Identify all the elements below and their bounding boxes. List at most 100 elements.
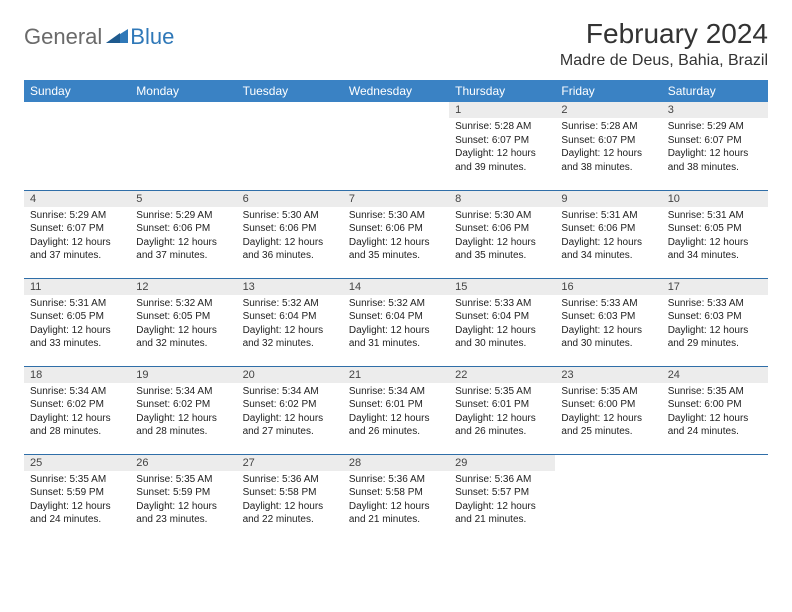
day-cell: 25Sunrise: 5:35 AMSunset: 5:59 PMDayligh…	[24, 454, 130, 542]
day-details: Sunrise: 5:34 AMSunset: 6:01 PMDaylight:…	[343, 383, 449, 443]
month-title: February 2024	[560, 18, 768, 50]
day-details: Sunrise: 5:34 AMSunset: 6:02 PMDaylight:…	[237, 383, 343, 443]
day-details: Sunrise: 5:35 AMSunset: 5:59 PMDaylight:…	[24, 471, 130, 531]
day-cell: 1Sunrise: 5:28 AMSunset: 6:07 PMDaylight…	[449, 102, 555, 190]
day-number: 27	[237, 455, 343, 471]
weekday-header: Friday	[555, 80, 661, 102]
weekday-header: Thursday	[449, 80, 555, 102]
day-number: 10	[662, 191, 768, 207]
day-number: 16	[555, 279, 661, 295]
day-details: Sunrise: 5:28 AMSunset: 6:07 PMDaylight:…	[555, 118, 661, 178]
day-cell: 27Sunrise: 5:36 AMSunset: 5:58 PMDayligh…	[237, 454, 343, 542]
day-cell: 4Sunrise: 5:29 AMSunset: 6:07 PMDaylight…	[24, 190, 130, 278]
day-number: 25	[24, 455, 130, 471]
day-cell: 9Sunrise: 5:31 AMSunset: 6:06 PMDaylight…	[555, 190, 661, 278]
day-cell: 23Sunrise: 5:35 AMSunset: 6:00 PMDayligh…	[555, 366, 661, 454]
day-details: Sunrise: 5:33 AMSunset: 6:03 PMDaylight:…	[555, 295, 661, 355]
day-cell	[343, 102, 449, 190]
header: General Blue February 2024 Madre de Deus…	[24, 18, 768, 70]
day-number: 15	[449, 279, 555, 295]
day-number: 8	[449, 191, 555, 207]
day-number: 13	[237, 279, 343, 295]
day-number: 6	[237, 191, 343, 207]
day-cell: 16Sunrise: 5:33 AMSunset: 6:03 PMDayligh…	[555, 278, 661, 366]
logo-text-general: General	[24, 24, 102, 50]
day-number: 11	[24, 279, 130, 295]
day-cell	[237, 102, 343, 190]
day-cell	[130, 102, 236, 190]
day-number: 3	[662, 102, 768, 118]
day-number: 1	[449, 102, 555, 118]
day-details: Sunrise: 5:35 AMSunset: 5:59 PMDaylight:…	[130, 471, 236, 531]
day-cell	[24, 102, 130, 190]
day-number: 19	[130, 367, 236, 383]
day-number: 20	[237, 367, 343, 383]
day-details: Sunrise: 5:35 AMSunset: 6:01 PMDaylight:…	[449, 383, 555, 443]
week-row: 4Sunrise: 5:29 AMSunset: 6:07 PMDaylight…	[24, 190, 768, 278]
day-number: 22	[449, 367, 555, 383]
day-cell: 18Sunrise: 5:34 AMSunset: 6:02 PMDayligh…	[24, 366, 130, 454]
day-cell: 8Sunrise: 5:30 AMSunset: 6:06 PMDaylight…	[449, 190, 555, 278]
day-details: Sunrise: 5:34 AMSunset: 6:02 PMDaylight:…	[130, 383, 236, 443]
day-details: Sunrise: 5:28 AMSunset: 6:07 PMDaylight:…	[449, 118, 555, 178]
day-details: Sunrise: 5:30 AMSunset: 6:06 PMDaylight:…	[449, 207, 555, 267]
day-cell: 21Sunrise: 5:34 AMSunset: 6:01 PMDayligh…	[343, 366, 449, 454]
logo: General Blue	[24, 24, 174, 50]
week-row: 25Sunrise: 5:35 AMSunset: 5:59 PMDayligh…	[24, 454, 768, 542]
day-cell: 5Sunrise: 5:29 AMSunset: 6:06 PMDaylight…	[130, 190, 236, 278]
day-number: 21	[343, 367, 449, 383]
day-details: Sunrise: 5:30 AMSunset: 6:06 PMDaylight:…	[343, 207, 449, 267]
day-cell: 28Sunrise: 5:36 AMSunset: 5:58 PMDayligh…	[343, 454, 449, 542]
day-cell: 10Sunrise: 5:31 AMSunset: 6:05 PMDayligh…	[662, 190, 768, 278]
day-details: Sunrise: 5:35 AMSunset: 6:00 PMDaylight:…	[555, 383, 661, 443]
day-cell: 12Sunrise: 5:32 AMSunset: 6:05 PMDayligh…	[130, 278, 236, 366]
day-details: Sunrise: 5:31 AMSunset: 6:05 PMDaylight:…	[662, 207, 768, 267]
day-details: Sunrise: 5:36 AMSunset: 5:58 PMDaylight:…	[343, 471, 449, 531]
day-cell: 15Sunrise: 5:33 AMSunset: 6:04 PMDayligh…	[449, 278, 555, 366]
day-cell: 19Sunrise: 5:34 AMSunset: 6:02 PMDayligh…	[130, 366, 236, 454]
day-details: Sunrise: 5:29 AMSunset: 6:07 PMDaylight:…	[662, 118, 768, 178]
day-number: 17	[662, 279, 768, 295]
title-block: February 2024 Madre de Deus, Bahia, Braz…	[560, 18, 768, 70]
calendar-table: SundayMondayTuesdayWednesdayThursdayFrid…	[24, 80, 768, 542]
day-number: 4	[24, 191, 130, 207]
day-cell: 7Sunrise: 5:30 AMSunset: 6:06 PMDaylight…	[343, 190, 449, 278]
day-number: 5	[130, 191, 236, 207]
day-cell: 11Sunrise: 5:31 AMSunset: 6:05 PMDayligh…	[24, 278, 130, 366]
weekday-header: Wednesday	[343, 80, 449, 102]
day-cell: 29Sunrise: 5:36 AMSunset: 5:57 PMDayligh…	[449, 454, 555, 542]
day-cell: 17Sunrise: 5:33 AMSunset: 6:03 PMDayligh…	[662, 278, 768, 366]
day-number: 7	[343, 191, 449, 207]
day-number: 18	[24, 367, 130, 383]
day-details: Sunrise: 5:29 AMSunset: 6:07 PMDaylight:…	[24, 207, 130, 267]
day-number: 24	[662, 367, 768, 383]
day-details: Sunrise: 5:33 AMSunset: 6:03 PMDaylight:…	[662, 295, 768, 355]
day-details: Sunrise: 5:29 AMSunset: 6:06 PMDaylight:…	[130, 207, 236, 267]
week-row: 18Sunrise: 5:34 AMSunset: 6:02 PMDayligh…	[24, 366, 768, 454]
location-text: Madre de Deus, Bahia, Brazil	[560, 52, 768, 70]
day-number: 26	[130, 455, 236, 471]
day-number: 28	[343, 455, 449, 471]
day-number: 12	[130, 279, 236, 295]
day-cell: 20Sunrise: 5:34 AMSunset: 6:02 PMDayligh…	[237, 366, 343, 454]
day-cell: 22Sunrise: 5:35 AMSunset: 6:01 PMDayligh…	[449, 366, 555, 454]
day-details: Sunrise: 5:31 AMSunset: 6:06 PMDaylight:…	[555, 207, 661, 267]
day-details: Sunrise: 5:35 AMSunset: 6:00 PMDaylight:…	[662, 383, 768, 443]
day-cell: 3Sunrise: 5:29 AMSunset: 6:07 PMDaylight…	[662, 102, 768, 190]
day-cell	[662, 454, 768, 542]
logo-text-blue: Blue	[130, 24, 174, 50]
day-cell	[555, 454, 661, 542]
day-details: Sunrise: 5:31 AMSunset: 6:05 PMDaylight:…	[24, 295, 130, 355]
day-number: 9	[555, 191, 661, 207]
day-cell: 14Sunrise: 5:32 AMSunset: 6:04 PMDayligh…	[343, 278, 449, 366]
day-cell: 26Sunrise: 5:35 AMSunset: 5:59 PMDayligh…	[130, 454, 236, 542]
day-cell: 6Sunrise: 5:30 AMSunset: 6:06 PMDaylight…	[237, 190, 343, 278]
weekday-header: Saturday	[662, 80, 768, 102]
day-details: Sunrise: 5:33 AMSunset: 6:04 PMDaylight:…	[449, 295, 555, 355]
week-row: 1Sunrise: 5:28 AMSunset: 6:07 PMDaylight…	[24, 102, 768, 190]
weekday-header-row: SundayMondayTuesdayWednesdayThursdayFrid…	[24, 80, 768, 102]
day-number: 14	[343, 279, 449, 295]
week-row: 11Sunrise: 5:31 AMSunset: 6:05 PMDayligh…	[24, 278, 768, 366]
day-details: Sunrise: 5:30 AMSunset: 6:06 PMDaylight:…	[237, 207, 343, 267]
logo-triangle-icon	[106, 27, 128, 48]
